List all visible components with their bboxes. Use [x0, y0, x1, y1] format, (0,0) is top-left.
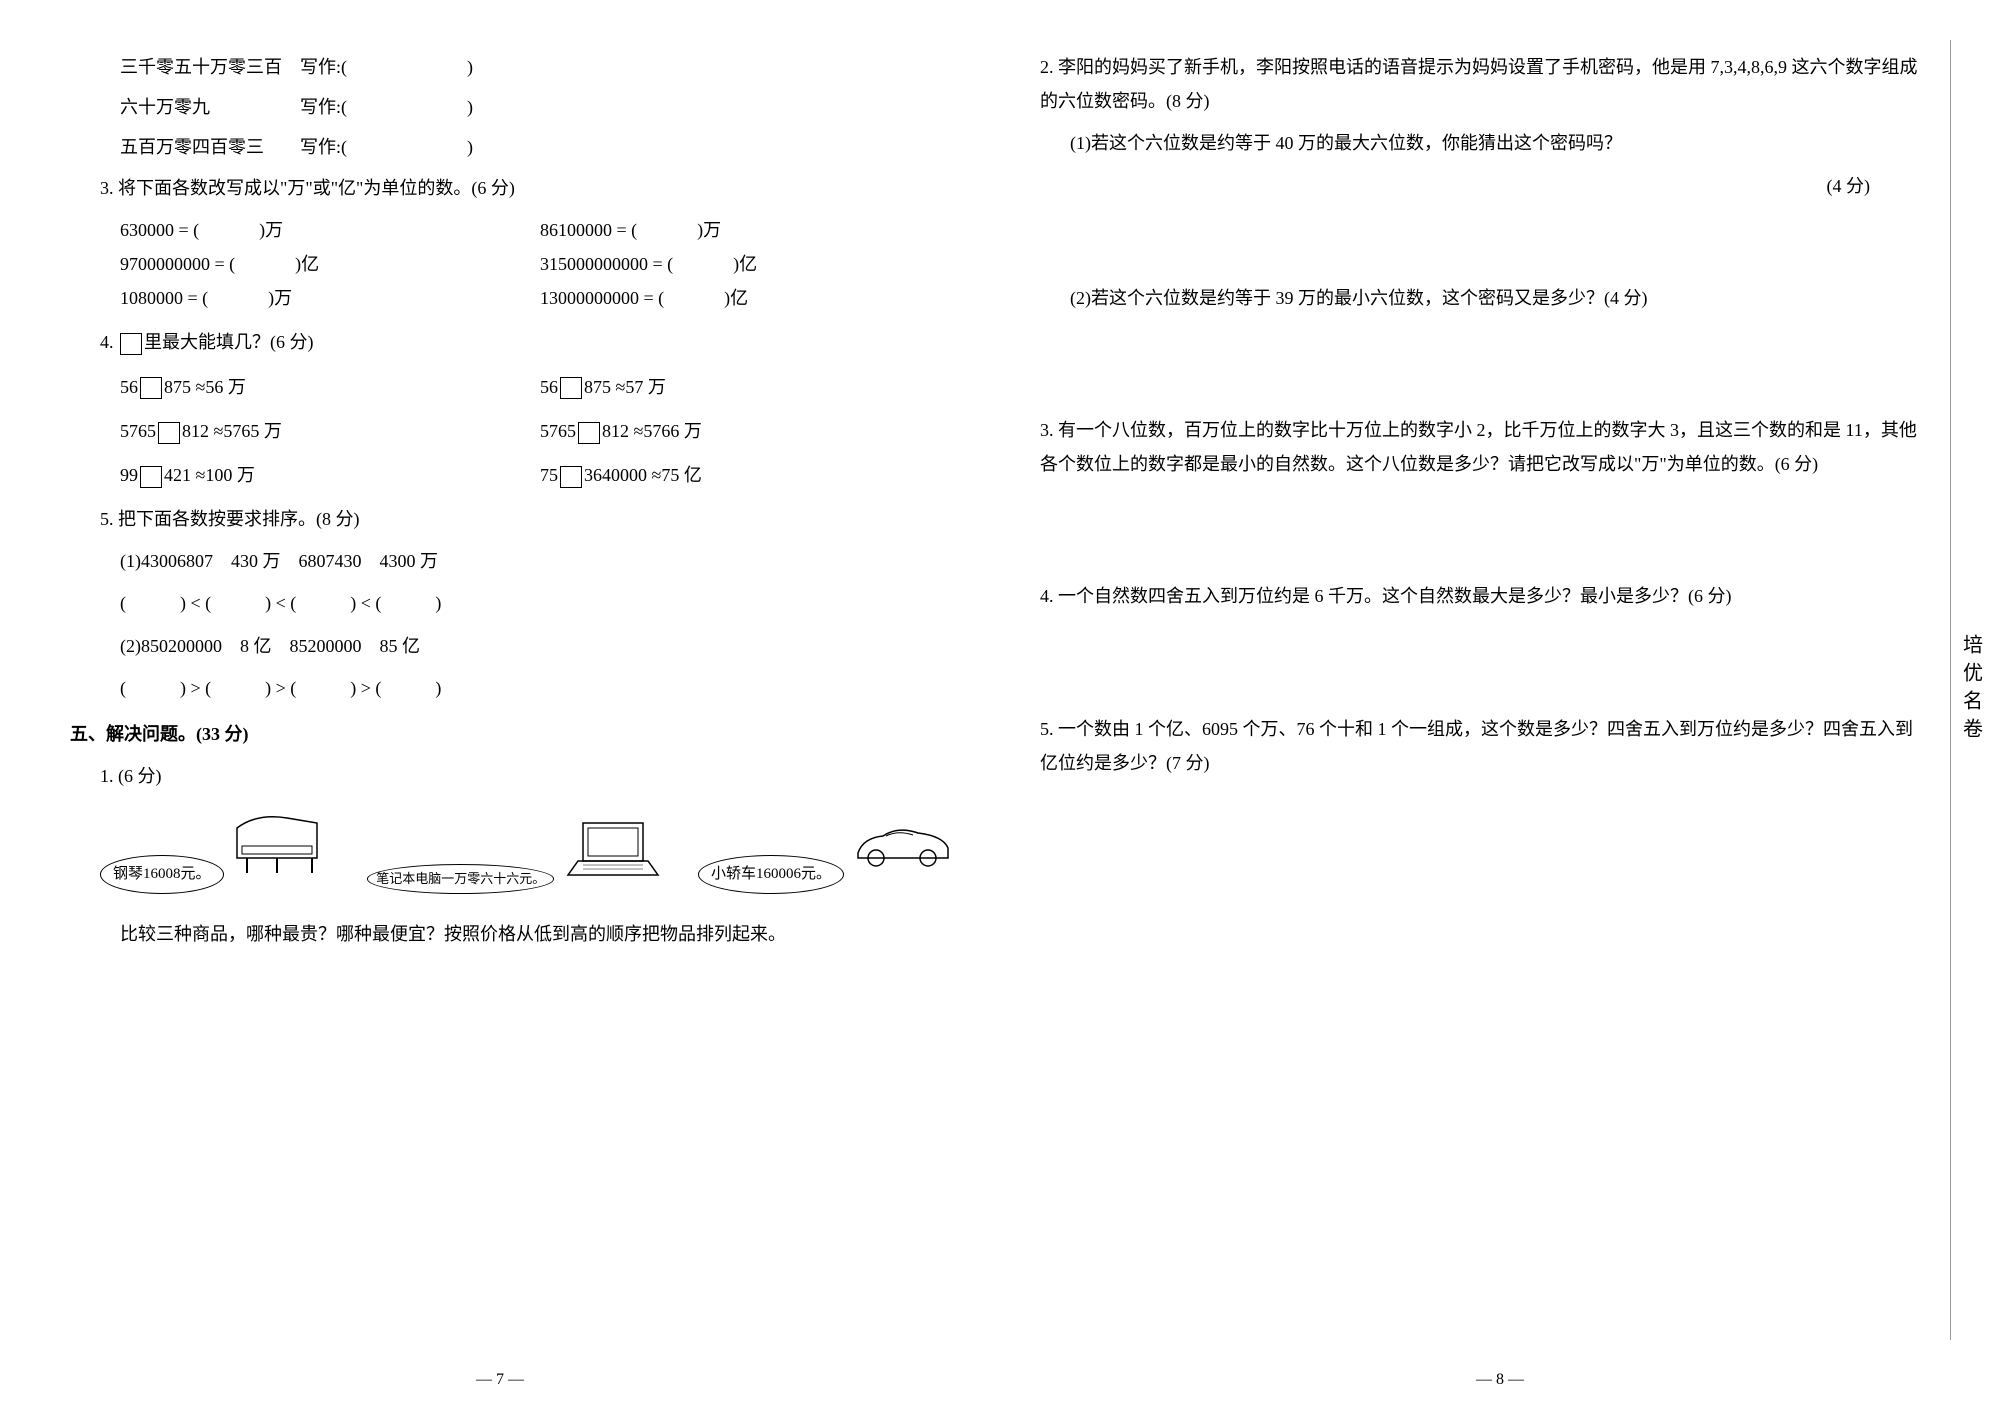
q3-c6: 13000000000 = ()亿: [540, 281, 960, 315]
sec5-q1-title: 1. (6 分): [100, 759, 960, 793]
side-label: 培优名卷: [1952, 634, 1990, 746]
q5-s1-nums: (1)43006807 430 万 6807430 4300 万: [120, 544, 960, 578]
blank-paren: [347, 50, 467, 84]
laptop-icon: [558, 813, 668, 883]
fill-box-icon: [578, 422, 600, 444]
rq2-p2: (2)若这个六位数是约等于 39 万的最小六位数，这个密码又是多少？(4 分): [1070, 281, 1930, 315]
rq3-text: 3. 有一个八位数，百万位上的数字比十万位上的数字小 2，比千万位上的数字大 3…: [1040, 413, 1930, 481]
written-row-1: 三千零五十万零三百 写作:( ): [120, 50, 960, 84]
rq2-title: 2. 李阳的妈妈买了新手机，李阳按照电话的语音提示为妈妈设置了手机密码，他是用 …: [1040, 50, 1930, 118]
q4-row1: 56875 ≈56 万 56875 ≈57 万: [120, 370, 960, 404]
fill-box-icon: [140, 377, 162, 399]
rq2-p1: (1)若这个六位数是约等于 40 万的最大六位数，你能猜出这个密码吗？: [1070, 126, 1930, 160]
q4-title: 4. 里最大能填几？(6 分): [100, 325, 960, 359]
fill-box-icon: [140, 466, 162, 488]
written-row-2: 六十万零九 写作:( ): [120, 90, 960, 124]
section5-title: 五、解决问题。(33 分): [70, 717, 960, 751]
q4-r1b: 56875 ≈57 万: [540, 370, 960, 404]
write-label-3: 写作:(: [300, 130, 347, 164]
car-item: 小轿车160006元。: [698, 808, 958, 902]
close-paren-1: ): [467, 50, 473, 84]
rq5-text: 5. 一个数由 1 个亿、6095 个万、76 个十和 1 个一组成，这个数是多…: [1040, 712, 1930, 780]
spacer: [1040, 622, 1930, 712]
written-name-3: 五百万零四百零三: [120, 130, 300, 164]
side-margin: 培优名卷: [1950, 40, 1990, 1340]
laptop-label-bubble: 笔记本电脑一万零六十六元。: [367, 864, 554, 894]
q3-c1: 630000 = ()万: [120, 213, 540, 247]
q4-row2: 5765812 ≈5765 万 5765812 ≈5766 万: [120, 414, 960, 448]
sec5-q1-text: 比较三种商品，哪种最贵？哪种最便宜？按照价格从低到高的顺序把物品排列起来。: [120, 917, 960, 951]
written-row-3: 五百万零四百零三 写作:( ): [120, 130, 960, 164]
car-label-bubble: 小轿车160006元。: [698, 855, 844, 894]
q4-r3b: 753640000 ≈75 亿: [540, 458, 960, 492]
q3-row3: 1080000 = ()万 13000000000 = ()亿: [120, 281, 960, 315]
product-images-row: 钢琴16008元。 笔记本电脑一万零六十六元。: [100, 808, 960, 902]
square-box-icon: [120, 333, 142, 355]
q3-c4: 315000000000 = ()亿: [540, 247, 960, 281]
written-name-1: 三千零五十万零三百: [120, 50, 300, 84]
fill-box-icon: [158, 422, 180, 444]
piano-item: 钢琴16008元。: [100, 808, 337, 902]
spacer: [1040, 489, 1930, 579]
q3-row1: 630000 = ()万 86100000 = ()万: [120, 213, 960, 247]
q4-row3: 99421 ≈100 万 753640000 ≈75 亿: [120, 458, 960, 492]
laptop-item: 笔记本电脑一万零六十六元。: [367, 813, 668, 902]
write-label-1: 写作:(: [300, 50, 347, 84]
q3-c3: 9700000000 = ()亿: [120, 247, 540, 281]
q4-r2a: 5765812 ≈5765 万: [120, 414, 540, 448]
right-page: 2. 李阳的妈妈买了新手机，李阳按照电话的语音提示为妈妈设置了手机密码，他是用 …: [1000, 0, 2000, 1415]
q5-title: 5. 把下面各数按要求排序。(8 分): [100, 502, 960, 536]
q3-title: 3. 将下面各数改写成以"万"或"亿"为单位的数。(6 分): [100, 171, 960, 205]
piano-icon: [227, 808, 337, 878]
number-written-block: 三千零五十万零三百 写作:( ) 六十万零九 写作:( ) 五百万零四百零三 写…: [120, 50, 960, 165]
q3-row2: 9700000000 = ()亿 315000000000 = ()亿: [120, 247, 960, 281]
rq4-text: 4. 一个自然数四舍五入到万位约是 6 千万。这个自然数最大是多少？最小是多少？…: [1040, 579, 1930, 613]
car-icon: [848, 808, 958, 878]
fill-box-icon: [560, 466, 582, 488]
blank-paren: [347, 90, 467, 124]
q3-c5: 1080000 = ()万: [120, 281, 540, 315]
spacer: [1040, 323, 1930, 413]
close-paren-2: ): [467, 90, 473, 124]
q4-r2b: 5765812 ≈5766 万: [540, 414, 960, 448]
piano-label-bubble: 钢琴16008元。: [100, 855, 224, 894]
written-name-2: 六十万零九: [120, 90, 300, 124]
q5-s2-nums: (2)850200000 8 亿 85200000 85 亿: [120, 629, 960, 663]
q5-s2-order: ( ) > ( ) > ( ) > ( ): [120, 671, 960, 705]
rq2-p1-score: (4 分): [1040, 169, 1930, 203]
close-paren-3: ): [467, 130, 473, 164]
q4-r1a: 56875 ≈56 万: [120, 370, 540, 404]
left-page: 三千零五十万零三百 写作:( ) 六十万零九 写作:( ) 五百万零四百零三 写…: [0, 0, 1000, 1415]
q4-r3a: 99421 ≈100 万: [120, 458, 540, 492]
blank-paren: [347, 130, 467, 164]
page-number-left: — 7 —: [476, 1365, 524, 1395]
spacer: [1040, 211, 1930, 281]
q5-s1-order: ( ) < ( ) < ( ) < ( ): [120, 586, 960, 620]
page-number-right: — 8 —: [1476, 1365, 1524, 1395]
write-label-2: 写作:(: [300, 90, 347, 124]
fill-box-icon: [560, 377, 582, 399]
q3-c2: 86100000 = ()万: [540, 213, 960, 247]
